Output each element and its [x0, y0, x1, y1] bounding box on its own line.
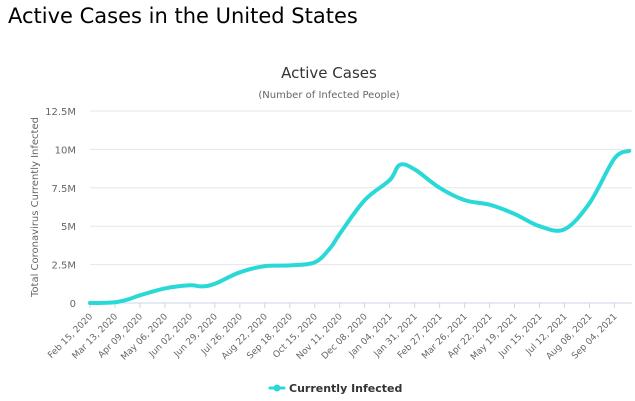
y-axis-ticks: 0 2.5M 5M 7.5M 10M 12.5M — [45, 107, 76, 310]
legend[interactable]: Currently Infected — [268, 382, 402, 395]
legend-swatch-dot — [273, 384, 281, 392]
grid-layer — [90, 110, 632, 304]
y-axis-title: Total Coronavirus Currently Infected — [30, 117, 41, 298]
y-tick-label: 2.5M — [51, 261, 76, 272]
chart-subtitle: (Number of Infected People) — [258, 90, 399, 101]
y-tick-label: 10M — [55, 145, 76, 156]
series-layer — [88, 148, 632, 305]
chart-title: Active Cases — [281, 64, 377, 82]
y-tick-label: 7.5M — [51, 184, 76, 195]
y-tick-label: 0 — [70, 299, 76, 310]
legend-label-currently-infected: Currently Infected — [289, 382, 402, 395]
x-tick-label: Sep 04, 2021 — [570, 312, 619, 361]
y-tick-label: 5M — [61, 222, 76, 233]
series-line-currently-infected — [88, 148, 632, 305]
page-heading: Active Cases in the United States — [8, 4, 358, 28]
y-tick-label: 12.5M — [45, 107, 76, 118]
